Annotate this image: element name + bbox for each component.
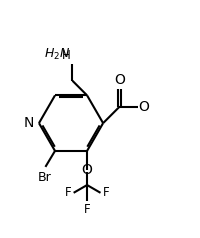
Text: Br: Br bbox=[38, 171, 51, 183]
Text: N: N bbox=[23, 116, 34, 130]
Text: F: F bbox=[103, 186, 110, 199]
Text: F: F bbox=[84, 203, 90, 216]
Text: O: O bbox=[114, 73, 125, 87]
Text: O: O bbox=[82, 163, 93, 177]
Text: F: F bbox=[65, 186, 71, 199]
Text: O: O bbox=[138, 100, 149, 114]
Text: H: H bbox=[62, 49, 70, 62]
Text: $H_2N$: $H_2N$ bbox=[44, 47, 70, 62]
